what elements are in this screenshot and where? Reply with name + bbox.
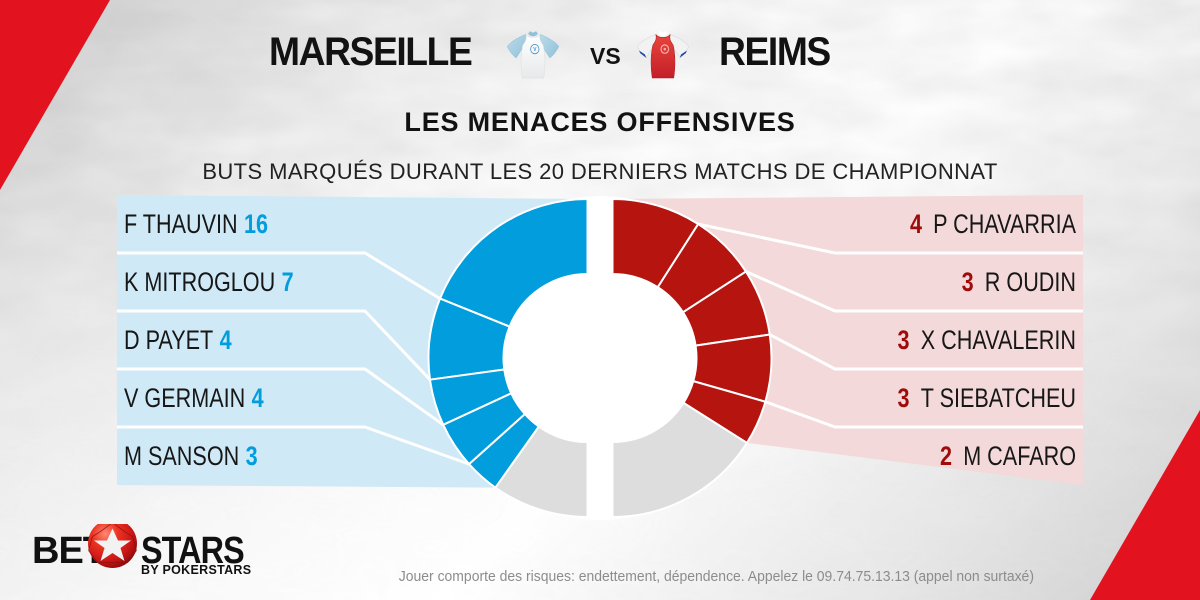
- svg-text:BY POKERSTARS: BY POKERSTARS: [141, 563, 251, 577]
